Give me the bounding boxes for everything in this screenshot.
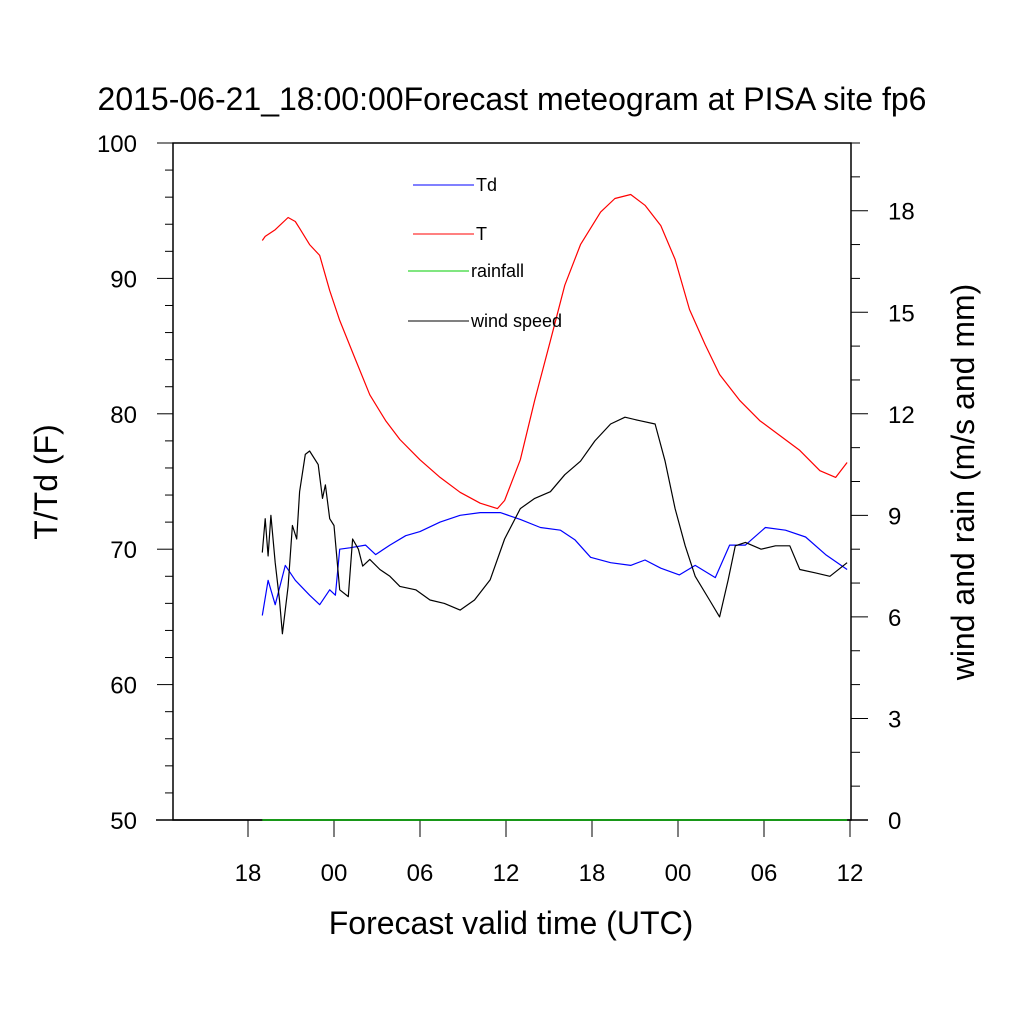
x-tick-label: 18	[579, 860, 606, 887]
y-right-tick-label: 12	[888, 402, 915, 429]
y-axis-label-left: T/Td (F)	[28, 424, 64, 540]
x-tick-label: 00	[665, 860, 692, 887]
y-right-tick-label: 9	[888, 503, 901, 530]
x-tick-label: 18	[235, 860, 262, 887]
x-tick-label: 06	[751, 860, 778, 887]
series-group	[261, 193, 848, 821]
x-axis-label: Forecast valid time (UTC)	[329, 905, 694, 941]
legend-label: T	[476, 224, 487, 244]
legend-label: Td	[476, 175, 497, 195]
series-td	[261, 511, 848, 616]
axes: 50 60 70 80 90 100 0 3 6 9 12 15 18 18 00 06 12 18 00 06 12	[97, 131, 915, 887]
y-right-tick-label: 3	[888, 706, 901, 733]
y-left-tick-label: 60	[110, 673, 137, 700]
y-left-tick-label: 50	[110, 808, 137, 835]
series-t	[261, 193, 848, 510]
chart-title: 2015-06-21_18:00:00Forecast meteogram at…	[98, 81, 927, 117]
y-left-tick-label: 90	[110, 266, 137, 293]
y-right-tick-label: 6	[888, 605, 901, 632]
y-axis-label-right: wind and rain (m/s and mm)	[945, 284, 981, 682]
y-right-tick-label: 15	[888, 300, 915, 327]
legend-label: wind speed	[470, 311, 562, 331]
y-left-tick-label: 80	[110, 402, 137, 429]
y-right-tick-label: 0	[888, 808, 901, 835]
y-left-tick-label: 100	[97, 131, 137, 158]
legend-label: rainfall	[471, 261, 524, 281]
x-tick-label: 06	[407, 860, 434, 887]
series-wind-speed	[261, 416, 848, 635]
x-tick-label: 00	[321, 860, 348, 887]
x-tick-label: 12	[837, 860, 864, 887]
x-tick-label: 12	[493, 860, 520, 887]
y-right-tick-label: 18	[888, 199, 915, 226]
y-left-tick-label: 70	[110, 537, 137, 564]
